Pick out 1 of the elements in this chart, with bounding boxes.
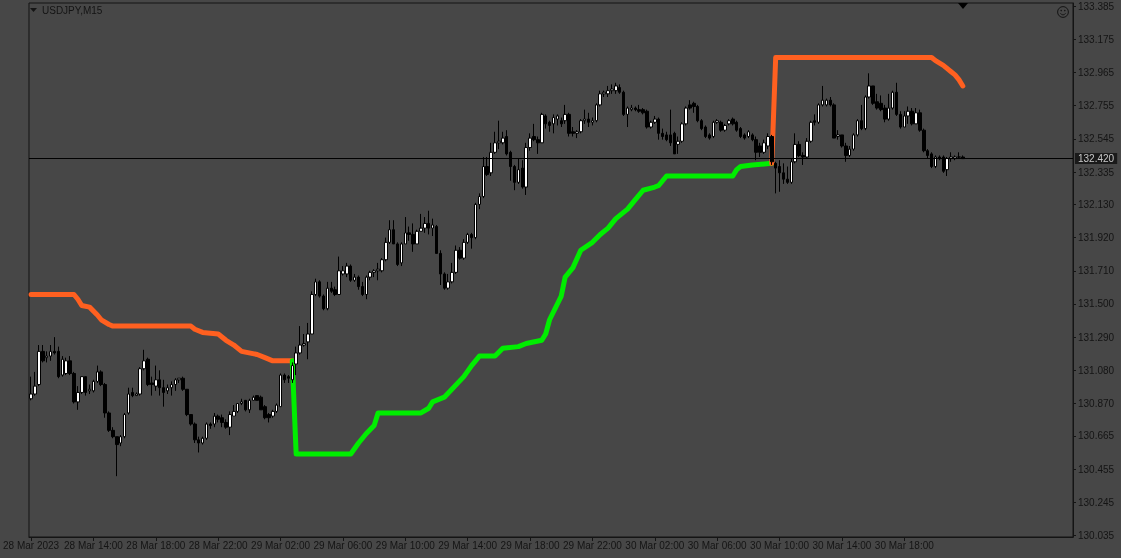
ref-line-label: 132.420 <box>1078 153 1115 165</box>
